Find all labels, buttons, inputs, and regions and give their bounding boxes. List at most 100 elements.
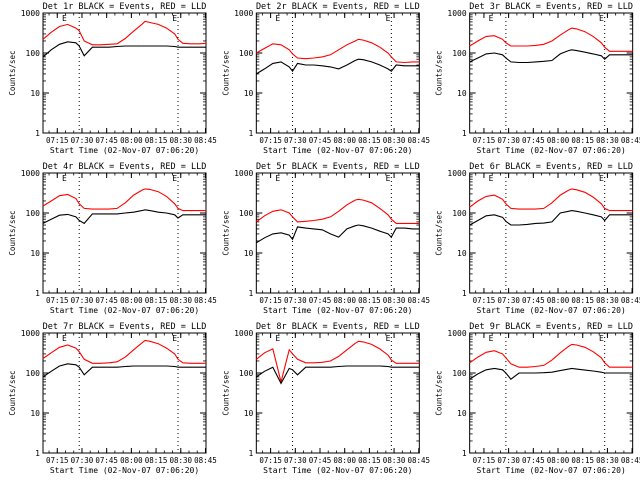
x-tick-label: 07:15 [46, 136, 69, 145]
x-tick-label: 07:30 [71, 296, 94, 305]
chart-panel: Det 8r BLACK = Events, RED = LLD 1 10 100 10… [221, 322, 430, 475]
y-tick-label: 1 [249, 129, 254, 138]
event-marker-label: E [386, 334, 391, 343]
series-black-events [469, 49, 633, 64]
chart-panel: Det 6r BLACK = Events, RED = LLD 1 10 100 10… [435, 162, 640, 315]
y-axis-label: Counts/sec [221, 370, 230, 415]
chart-panel: Det 1r BLACK = Events, RED = LLD 1 10 100 10… [8, 2, 217, 155]
x-tick-label: 08:45 [621, 456, 640, 465]
chart-panel: Det 4r BLACK = Events, RED = LLD 1 10 100 10… [8, 162, 217, 315]
event-marker-label: E [62, 174, 67, 183]
x-tick-label: 08:45 [621, 136, 640, 145]
series-red-lld [469, 343, 633, 368]
x-tick-label: 08:00 [120, 296, 143, 305]
event-marker-label: E [489, 14, 494, 23]
x-tick-label: 07:45 [522, 456, 545, 465]
event-marker-label: E [275, 334, 280, 343]
chart-panel: Det 7r BLACK = Events, RED = LLD 1 10 100 10… [8, 322, 217, 475]
y-axis-label: Counts/sec [8, 50, 17, 95]
x-tick-label: 08:15 [571, 296, 594, 305]
x-tick-label: 08:30 [169, 296, 192, 305]
x-tick-label: 08:15 [145, 136, 168, 145]
plot-frame [255, 12, 420, 134]
x-axis-label: Start Time (02-Nov-07 07:06:20) [50, 146, 199, 155]
y-tick-label: 1 [462, 289, 467, 298]
event-marker-label: E [275, 174, 280, 183]
y-tick-label: 1 [462, 449, 467, 458]
x-tick-label: 07:45 [309, 136, 332, 145]
y-tick-label: 10 [244, 409, 254, 418]
x-tick-label: 07:15 [473, 456, 496, 465]
x-axis-label: Start Time (02-Nov-07 07:06:20) [263, 146, 412, 155]
y-axis-label: Counts/sec [8, 210, 17, 255]
x-tick-label: 08:15 [145, 456, 168, 465]
y-tick-label: 100 [26, 209, 41, 218]
x-tick-label: 07:15 [46, 456, 69, 465]
y-tick-label: 10 [457, 89, 467, 98]
series-black-events [256, 58, 420, 75]
y-axis-label: Counts/sec [221, 210, 230, 255]
series-black-events [256, 365, 420, 385]
y-tick-label: 1000 [447, 329, 466, 338]
x-tick-label: 08:00 [333, 296, 356, 305]
event-marker-label: E [275, 14, 280, 23]
y-tick-label: 1000 [21, 169, 40, 178]
x-tick-label: 08:15 [571, 136, 594, 145]
y-tick-label: 1000 [21, 9, 40, 18]
x-tick-label: 07:30 [71, 456, 94, 465]
x-tick-label: 08:15 [358, 296, 381, 305]
event-marker-label: E [599, 334, 604, 343]
y-tick-label: 100 [26, 49, 41, 58]
x-tick-label: 07:15 [259, 136, 282, 145]
x-tick-label: 08:00 [547, 296, 570, 305]
x-tick-label: 07:15 [473, 296, 496, 305]
x-tick-label: 08:30 [596, 456, 619, 465]
event-marker-label: E [62, 334, 67, 343]
series-red-lld [256, 198, 420, 224]
y-tick-label: 1000 [447, 9, 466, 18]
x-tick-label: 07:45 [522, 136, 545, 145]
y-tick-label: 100 [452, 209, 467, 218]
x-tick-label: 08:30 [596, 296, 619, 305]
y-tick-label: 100 [26, 369, 41, 378]
chart-panel: Det 9r BLACK = Events, RED = LLD 1 10 100 10… [435, 322, 640, 475]
event-marker-label: E [489, 174, 494, 183]
x-tick-label: 08:45 [194, 296, 217, 305]
y-tick-label: 10 [244, 89, 254, 98]
series-black-events [42, 363, 206, 378]
series-black-events [469, 210, 633, 226]
x-tick-label: 08:45 [621, 296, 640, 305]
y-tick-label: 10 [30, 89, 40, 98]
x-tick-label: 08:30 [383, 456, 406, 465]
x-tick-label: 07:15 [473, 136, 496, 145]
x-tick-label: 07:45 [95, 136, 118, 145]
x-axis-label: Start Time (02-Nov-07 07:06:20) [477, 466, 626, 475]
chart-title: Det 7r BLACK = Events, RED = LLD [43, 322, 207, 332]
plot-frame [469, 332, 634, 454]
y-tick-label: 100 [239, 49, 254, 58]
x-tick-label: 08:45 [407, 456, 430, 465]
y-tick-label: 1000 [234, 329, 253, 338]
chart-title: Det 4r BLACK = Events, RED = LLD [43, 162, 207, 172]
y-tick-label: 1 [249, 289, 254, 298]
x-tick-label: 08:15 [358, 456, 381, 465]
x-tick-label: 07:15 [259, 456, 282, 465]
chart-title: Det 6r BLACK = Events, RED = LLD [469, 162, 633, 172]
chart-title: Det 8r BLACK = Events, RED = LLD [256, 322, 420, 332]
x-tick-label: 07:15 [259, 296, 282, 305]
event-marker-label: E [386, 174, 391, 183]
x-tick-label: 08:45 [407, 296, 430, 305]
chart-title: Det 2r BLACK = Events, RED = LLD [256, 2, 420, 12]
x-tick-label: 08:45 [194, 456, 217, 465]
event-marker-label: E [62, 14, 67, 23]
y-tick-label: 1000 [234, 9, 253, 18]
series-red-lld [42, 339, 206, 364]
chart-title: Det 5r BLACK = Events, RED = LLD [256, 162, 420, 172]
x-tick-label: 07:30 [71, 136, 94, 145]
x-tick-label: 08:30 [596, 136, 619, 145]
chart-panel: Det 5r BLACK = Events, RED = LLD 1 10 100 10… [221, 162, 430, 315]
x-tick-label: 07:15 [46, 296, 69, 305]
event-marker-label: E [599, 174, 604, 183]
plot-frame [469, 12, 634, 134]
x-tick-label: 07:30 [497, 456, 520, 465]
